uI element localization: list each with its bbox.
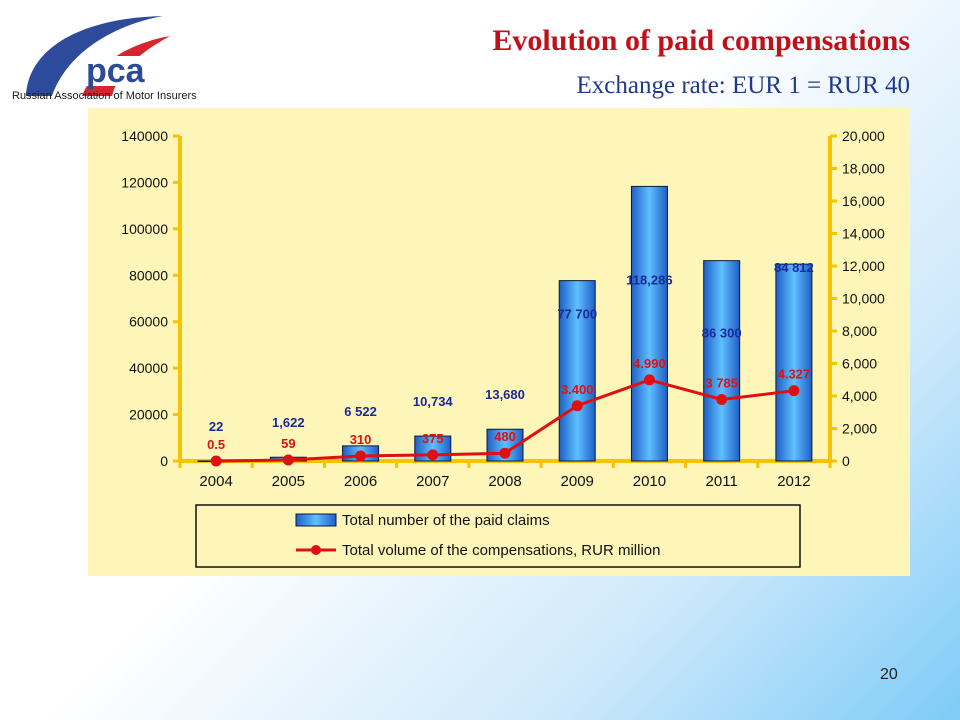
- x-tick-label: 2008: [488, 473, 521, 490]
- left-y-tick-label: 140000: [121, 128, 168, 144]
- pca-logo: pca: [8, 10, 268, 110]
- right-y-tick-label: 6,000: [842, 356, 877, 372]
- right-y-tick-label: 16,000: [842, 193, 885, 209]
- right-y-tick-label: 18,000: [842, 161, 885, 177]
- x-tick-label: 2006: [344, 473, 377, 490]
- x-tick-label: 2011: [706, 473, 738, 490]
- right-y-tick-label: 12,000: [842, 258, 885, 274]
- left-y-tick-label: 0: [160, 453, 168, 469]
- x-tick-label: 2004: [199, 473, 232, 490]
- bar-data-label: 77 700: [557, 307, 597, 322]
- line-point: [788, 385, 800, 397]
- left-y-tick-label: 100000: [121, 221, 168, 237]
- line-point: [355, 450, 367, 462]
- left-y-tick-label: 120000: [121, 174, 168, 190]
- bar-data-label: 1,622: [272, 415, 305, 430]
- line-point: [210, 455, 222, 467]
- legend-box: [195, 504, 801, 568]
- line-data-label: 310: [350, 432, 372, 447]
- bar-data-label: 86 300: [702, 326, 742, 341]
- x-tick-label: 2012: [777, 473, 810, 490]
- line-data-label: 3.400: [561, 382, 594, 397]
- pca-logo-graphic: pca: [26, 16, 174, 96]
- line-point: [643, 374, 655, 386]
- line-data-label: 375: [422, 431, 444, 446]
- x-tick-label: 2010: [633, 473, 666, 490]
- legend-bar-swatch: [295, 513, 337, 527]
- line-data-label: 480: [494, 429, 516, 444]
- page-number: 20: [880, 666, 898, 683]
- logo-brand-text: pca: [86, 52, 146, 90]
- bar-data-label: 22: [209, 419, 223, 434]
- left-y-tick-label: 40000: [129, 360, 168, 376]
- left-y-tick-label: 20000: [129, 407, 168, 423]
- bar-data-label: 118,286: [626, 272, 672, 287]
- bar: [775, 263, 813, 462]
- right-y-tick-label: 0: [842, 453, 850, 469]
- x-tick-label: 2009: [561, 473, 594, 490]
- legend-bar-label: Total number of the paid claims: [342, 512, 550, 529]
- line-data-label: 4.327: [778, 367, 811, 382]
- line-point: [499, 447, 511, 459]
- bar-data-label: 10,734: [413, 394, 454, 409]
- right-y-tick-label: 10,000: [842, 291, 885, 307]
- line-data-label: 3 785: [705, 375, 738, 390]
- left-y-tick-label: 80000: [129, 267, 168, 283]
- legend-line-label: Total volume of the compensations, RUR m…: [342, 542, 660, 559]
- page-title: Evolution of paid compensations: [492, 24, 910, 57]
- right-y-tick-label: 4,000: [842, 388, 877, 404]
- bar: [703, 260, 741, 462]
- line-point: [571, 400, 583, 412]
- line-point: [427, 449, 439, 461]
- logo-caption: Russian Association of Motor Insurers: [12, 90, 197, 102]
- right-y-tick-label: 2,000: [842, 421, 877, 437]
- legend-line-marker: [311, 545, 321, 555]
- chart-panel: 0 20000 40000 60000 80000 100000 120000 140000 0…: [88, 108, 910, 576]
- bar: [558, 280, 596, 462]
- page-subtitle: Exchange rate: EUR 1 = RUR 40: [576, 72, 910, 99]
- bar-data-label: 84 812: [774, 260, 814, 275]
- bar-data-label: 13,680: [485, 387, 525, 402]
- line-point: [282, 454, 294, 466]
- line-data-label: 4.990: [633, 356, 666, 371]
- bar-data-label: 6 522: [344, 404, 377, 419]
- combo-chart: 0 20000 40000 60000 80000 100000 120000 140000 0…: [121, 128, 885, 568]
- left-y-tick-label: 60000: [129, 314, 168, 330]
- x-tick-label: 2005: [272, 473, 305, 490]
- line-data-label: 59: [281, 436, 295, 451]
- line-point: [716, 393, 728, 405]
- bar: [630, 185, 668, 462]
- line-data-label: 0.5: [207, 437, 225, 452]
- x-tick-label: 2007: [416, 473, 449, 490]
- right-y-tick-label: 8,000: [842, 323, 877, 339]
- right-y-tick-label: 14,000: [842, 226, 885, 242]
- right-y-tick-label: 20,000: [842, 128, 885, 144]
